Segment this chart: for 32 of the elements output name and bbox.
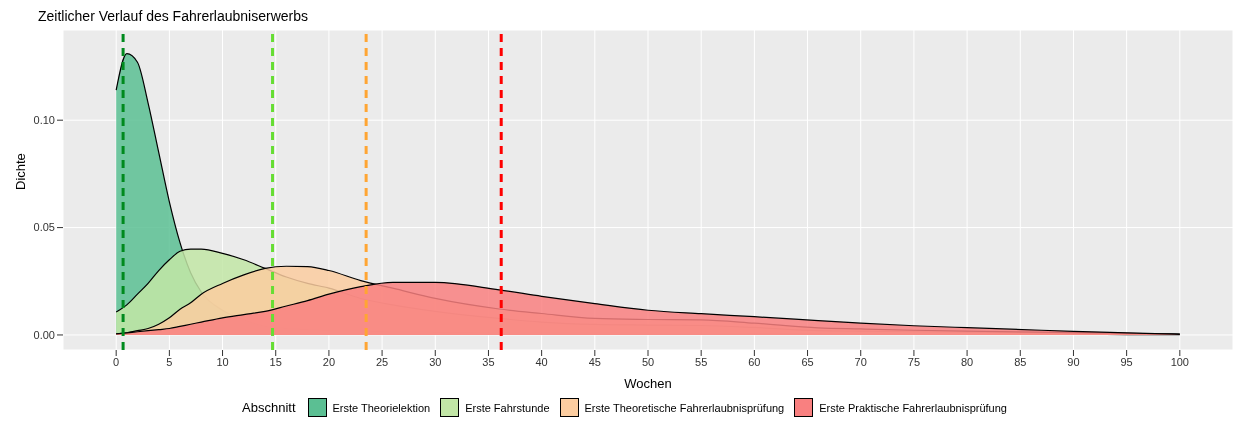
y-axis-title: Dichte <box>12 153 28 190</box>
x-tick-label: 0 <box>113 355 120 368</box>
y-tick-label: 0.00 <box>33 328 55 341</box>
x-tick-label: 55 <box>695 355 708 368</box>
x-tick-label: 20 <box>322 355 336 368</box>
x-tick-label: 40 <box>535 355 548 368</box>
x-tick-label: 80 <box>960 355 974 368</box>
x-tick-label: 15 <box>269 355 282 368</box>
x-tick-label: 50 <box>641 355 655 368</box>
legend-label: Erste Theoretische Fahrerlaubnisprüfung <box>584 401 785 414</box>
x-tick-label: 65 <box>801 355 814 368</box>
x-tick-label: 100 <box>1170 355 1189 368</box>
x-tick-label: 90 <box>1067 355 1080 368</box>
x-tick-label: 75 <box>907 355 921 368</box>
x-tick-label: 95 <box>1120 355 1133 368</box>
y-tick-label: 0.05 <box>33 221 55 234</box>
legend-label: Erste Praktische Fahrerlaubnisprüfung <box>819 401 1007 414</box>
x-tick-label: 10 <box>216 355 229 368</box>
x-tick-label: 45 <box>588 355 601 368</box>
x-tick-label: 5 <box>166 355 173 368</box>
legend-label: Erste Fahrstunde <box>465 401 550 414</box>
x-tick-label: 25 <box>375 355 389 368</box>
x-tick-label: 60 <box>748 355 761 368</box>
y-tick-label: 0.10 <box>33 114 55 127</box>
x-tick-label: 70 <box>854 355 867 368</box>
x-tick-label: 35 <box>482 355 495 368</box>
x-tick-label: 85 <box>1014 355 1027 368</box>
legend-label: Erste Theorielektion <box>332 401 431 414</box>
x-axis-title: Wochen <box>624 376 672 391</box>
x-tick-label: 30 <box>429 355 442 368</box>
chart-title: Zeitlicher Verlauf des Fahrerlaubniserwerbs <box>38 8 309 26</box>
legend-title: Abschnitt <box>242 400 296 415</box>
